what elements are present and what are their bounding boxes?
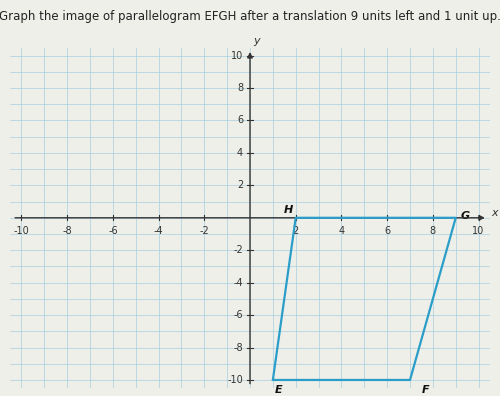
Text: 4: 4	[237, 148, 243, 158]
Text: -10: -10	[14, 226, 30, 236]
Text: -6: -6	[108, 226, 118, 236]
Text: E: E	[275, 385, 283, 395]
Text: 2: 2	[237, 180, 243, 190]
Text: 8: 8	[430, 226, 436, 236]
Text: 10: 10	[472, 226, 484, 236]
Text: -6: -6	[234, 310, 243, 320]
Text: -8: -8	[234, 343, 243, 352]
Text: 6: 6	[237, 116, 243, 126]
Text: y: y	[254, 36, 260, 46]
Text: Graph the image of parallelogram EFGH after a translation 9 units left and 1 uni: Graph the image of parallelogram EFGH af…	[0, 10, 500, 23]
Text: F: F	[422, 385, 429, 395]
Text: 6: 6	[384, 226, 390, 236]
Text: H: H	[284, 205, 294, 215]
Text: 8: 8	[237, 83, 243, 93]
Text: 4: 4	[338, 226, 344, 236]
Text: G: G	[460, 211, 469, 221]
Text: -2: -2	[234, 245, 243, 255]
Text: -8: -8	[62, 226, 72, 236]
Text: -10: -10	[228, 375, 243, 385]
Text: 10: 10	[231, 51, 243, 61]
Text: -4: -4	[154, 226, 164, 236]
Text: -2: -2	[200, 226, 209, 236]
Text: 2: 2	[292, 226, 299, 236]
Text: -4: -4	[234, 278, 243, 287]
Text: x: x	[491, 208, 498, 218]
